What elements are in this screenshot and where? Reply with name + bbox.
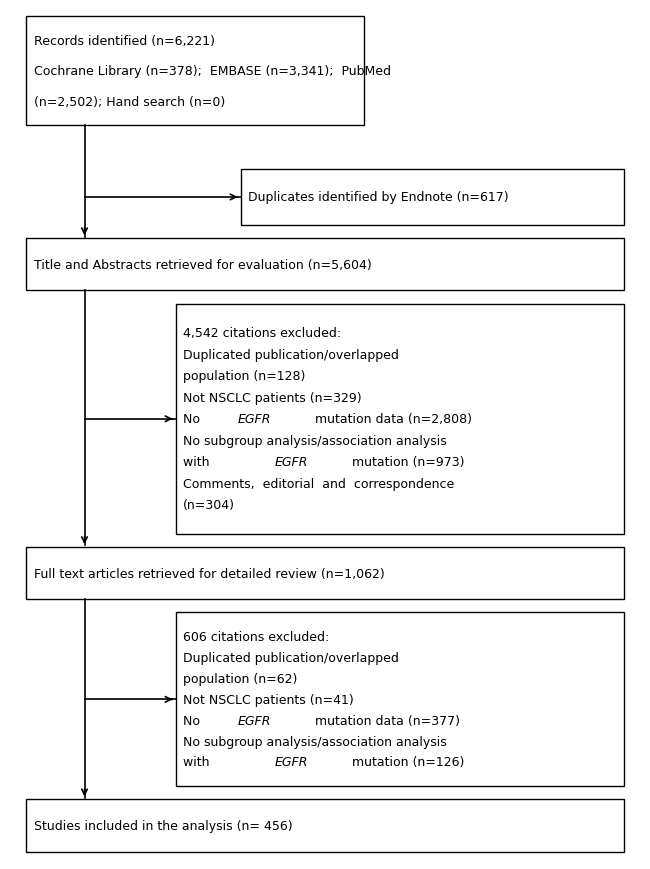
- Bar: [26, 17, 364, 126]
- Bar: [240, 169, 624, 226]
- Text: Title and Abstracts retrieved for evaluation (n=5,604): Title and Abstracts retrieved for evalua…: [34, 259, 372, 271]
- Text: population (n=62): population (n=62): [183, 673, 298, 685]
- Text: mutation (n=973): mutation (n=973): [348, 455, 464, 468]
- Text: 4,542 citations excluded:: 4,542 citations excluded:: [183, 327, 341, 340]
- Bar: [26, 239, 624, 291]
- Text: mutation data (n=377): mutation data (n=377): [311, 714, 460, 726]
- Text: Records identified (n=6,221): Records identified (n=6,221): [34, 35, 214, 48]
- Text: 606 citations excluded:: 606 citations excluded:: [183, 631, 330, 643]
- Text: Studies included in the analysis (n= 456): Studies included in the analysis (n= 456…: [34, 819, 292, 832]
- Text: (n=304): (n=304): [183, 499, 235, 512]
- Text: EGFR: EGFR: [238, 714, 272, 726]
- Text: No: No: [183, 413, 204, 426]
- Text: EGFR: EGFR: [274, 756, 308, 768]
- Text: Comments,  editorial  and  correspondence: Comments, editorial and correspondence: [183, 477, 454, 490]
- Text: No: No: [183, 714, 204, 726]
- Text: mutation data (n=2,808): mutation data (n=2,808): [311, 413, 472, 426]
- Text: Not NSCLC patients (n=41): Not NSCLC patients (n=41): [183, 693, 354, 706]
- Text: (n=2,502); Hand search (n=0): (n=2,502); Hand search (n=0): [34, 96, 225, 109]
- Text: mutation (n=126): mutation (n=126): [348, 756, 464, 768]
- Text: with: with: [183, 455, 214, 468]
- Text: Duplicated publication/overlapped: Duplicated publication/overlapped: [183, 652, 399, 664]
- Text: population (n=128): population (n=128): [183, 370, 306, 383]
- Text: Duplicated publication/overlapped: Duplicated publication/overlapped: [183, 348, 399, 362]
- Text: No subgroup analysis/association analysis: No subgroup analysis/association analysi…: [183, 434, 447, 448]
- Bar: [26, 547, 624, 600]
- Text: Duplicates identified by Endnote (n=617): Duplicates identified by Endnote (n=617): [248, 191, 509, 204]
- Bar: [176, 304, 624, 534]
- Bar: [26, 799, 624, 852]
- Text: with: with: [183, 756, 214, 768]
- Text: EGFR: EGFR: [274, 455, 308, 468]
- Text: No subgroup analysis/association analysis: No subgroup analysis/association analysi…: [183, 735, 447, 747]
- Text: Cochrane Library (n=378);  EMBASE (n=3,341);  PubMed: Cochrane Library (n=378); EMBASE (n=3,34…: [34, 65, 391, 78]
- Text: Not NSCLC patients (n=329): Not NSCLC patients (n=329): [183, 391, 362, 404]
- Text: Full text articles retrieved for detailed review (n=1,062): Full text articles retrieved for detaile…: [34, 567, 385, 580]
- Text: EGFR: EGFR: [238, 413, 272, 426]
- Bar: [176, 613, 624, 786]
